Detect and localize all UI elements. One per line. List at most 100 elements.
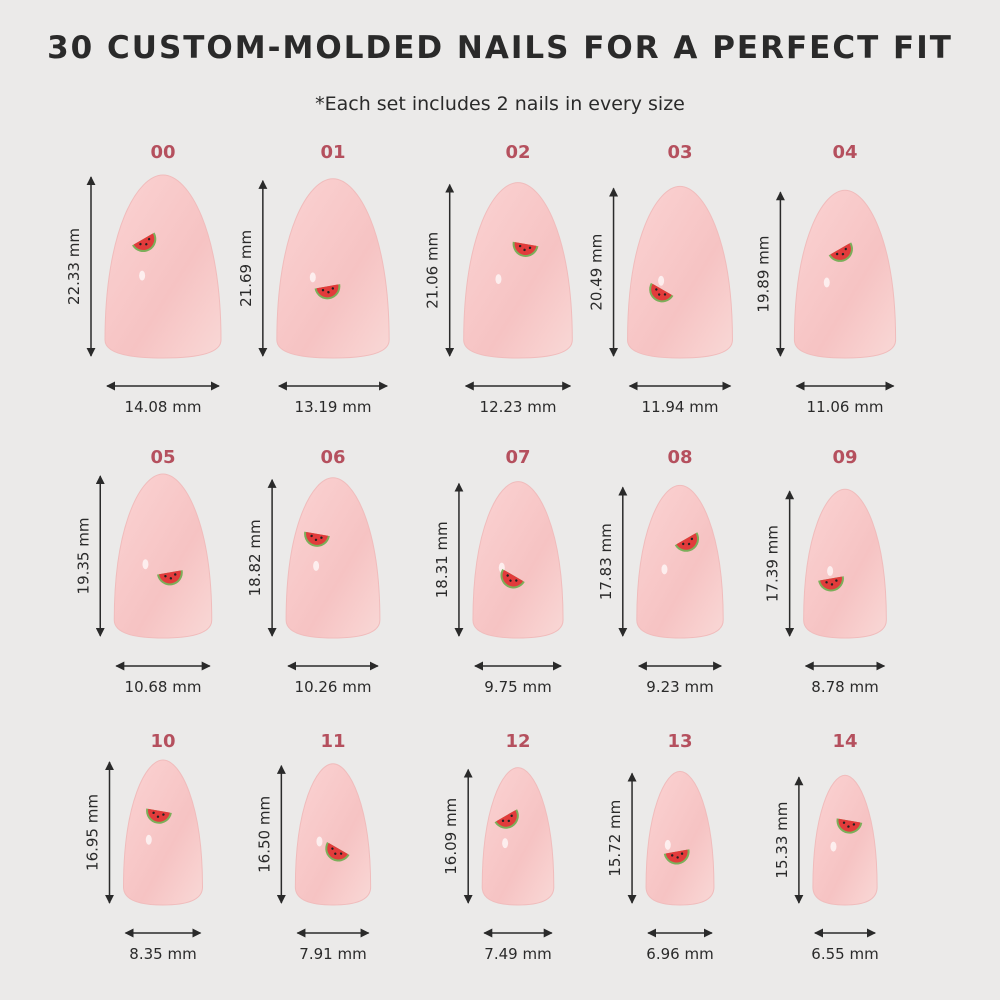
watermelon-charm [500,568,525,589]
charm-flesh [502,569,524,587]
height-label: 19.89 mm [754,236,772,313]
size-label: 07 [505,447,530,468]
nail [472,481,564,639]
charm-seed [515,579,518,582]
width-label: 12.23 mm [480,398,557,416]
charm-seed [835,252,839,256]
charm-seed [657,293,661,296]
size-label: 04 [832,142,857,163]
charm-seed [162,813,165,816]
nail [276,178,390,359]
nail-shine [823,277,830,288]
charm-seed [339,852,343,855]
charm-seed [314,538,318,541]
charm-seed [830,583,834,586]
size-label: 12 [505,731,530,752]
nail-shine [313,560,320,571]
charm-flesh [496,810,517,827]
size-label: 10 [150,731,175,752]
width-label: 14.08 mm [125,398,202,416]
width-label: 11.94 mm [642,398,719,416]
charm-seed [139,242,142,246]
charm-seed [682,542,685,546]
size-label: 01 [320,142,345,163]
charm-seed [518,244,522,248]
width-label: 7.91 mm [299,945,366,963]
charm-seed [663,293,667,296]
watermelon-charm [494,809,519,829]
charm-seed [320,536,323,539]
charm-flesh [133,233,155,251]
height-label: 21.06 mm [424,232,442,309]
height-label: 18.82 mm [246,519,264,596]
width-label: 6.96 mm [646,945,713,963]
size-label: 08 [667,447,692,468]
size-label: 05 [150,447,175,468]
charm-seed [310,534,313,538]
charm-seed [844,247,847,251]
size-label: 02 [505,142,530,163]
charm-seed [655,288,658,291]
watermelon-charm [828,242,853,262]
charm-flesh [651,283,672,301]
subtitle: *Each set includes 2 nails in every size [315,93,685,115]
nail [122,759,204,906]
watermelon-charm [304,531,330,547]
charm-seed [145,243,148,246]
width-label: 6.55 mm [811,945,878,963]
charm-seed [825,581,828,584]
nail-shine [658,275,665,286]
width-label: 7.49 mm [484,945,551,963]
nail-shine [145,834,152,845]
nail-shine [827,566,834,577]
nail-shine [309,272,316,283]
watermelon-charm [512,241,539,257]
watermelon-charm [836,818,863,834]
nail [627,185,733,359]
nail [812,774,878,906]
nail-shine [316,836,323,847]
size-label: 11 [320,731,345,752]
nail [481,767,555,906]
height-label: 22.33 mm [65,228,83,305]
charm-seed [852,823,856,826]
size-label: 14 [832,731,857,752]
nail [104,174,222,359]
watermelon-charm [818,576,844,592]
nail-shine [502,838,509,849]
charm-seed [523,248,526,252]
charm-seed [331,287,335,290]
charm-seed [501,819,505,822]
width-label: 9.75 mm [484,678,551,696]
charm-flesh [327,843,348,860]
charm-seed [327,291,330,294]
charm-seed [680,852,684,855]
height-label: 18.31 mm [433,521,451,598]
nail [645,770,715,906]
charm-seed [847,825,850,828]
height-label: 15.33 mm [773,802,791,879]
charm-seed [690,537,694,541]
charm-seed [334,852,337,855]
charm-seed [331,847,334,850]
nail-shine [142,559,149,570]
watermelon-charm [325,842,350,862]
charm-seed [676,856,679,859]
charm-flesh [676,533,698,550]
nail-shine [661,564,668,575]
height-label: 16.50 mm [255,796,273,873]
nail [463,182,573,359]
charm-seed [835,579,838,582]
nail [113,473,213,639]
size-label: 09 [832,447,857,468]
width-label: 11.06 mm [807,398,884,416]
watermelon-charm [674,532,700,552]
nail-shine [830,841,837,852]
width-label: 10.26 mm [295,678,372,696]
width-label: 8.78 mm [811,678,878,696]
height-label: 17.39 mm [764,525,782,602]
charm-seed [174,573,177,576]
charm-seed [841,252,845,256]
watermelon-charm [146,808,172,824]
